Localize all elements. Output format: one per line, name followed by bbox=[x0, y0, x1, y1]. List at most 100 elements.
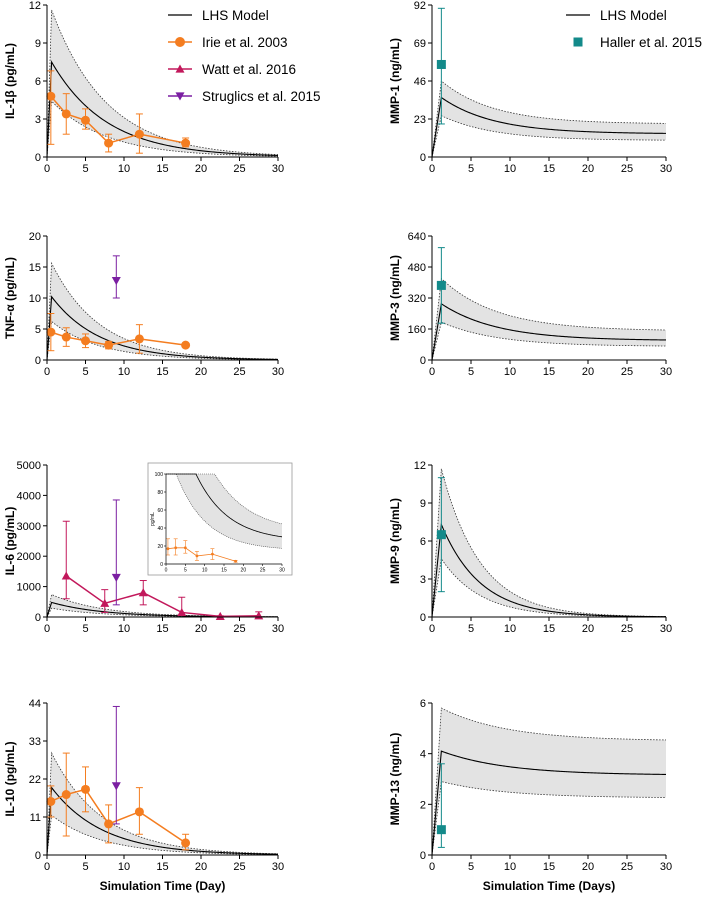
model-upper-bound bbox=[46, 9, 279, 158]
y-tick-label: 11 bbox=[30, 812, 41, 824]
il6-inset: 0 5 10 15 20 25 30 0 20 40 60 80 100 pg/mL bbox=[147, 462, 293, 576]
y-tick-label: 46 bbox=[414, 76, 426, 88]
y-tick-label: 4 bbox=[420, 749, 426, 761]
y-tick-label: 640 bbox=[408, 231, 426, 243]
x-tick-label: 0 bbox=[429, 163, 435, 175]
x-axis-label: Simulation Time (Day) bbox=[100, 879, 226, 893]
inset-model-upper bbox=[166, 473, 283, 525]
model-lower-bound bbox=[46, 320, 279, 361]
chart-panel-il1b: 0 5 10 15 20 25 30 0 3 6 9 12 IL-1β (pg/mL) bbox=[3, 0, 284, 175]
y-tick-label: 4000 bbox=[17, 490, 41, 502]
x-tick-label: 5 bbox=[82, 163, 88, 175]
inset-model-lower bbox=[166, 473, 283, 549]
x-tick-label: 30 bbox=[272, 163, 284, 175]
x-tick-label: 15 bbox=[543, 623, 555, 635]
x-tick-label: 10 bbox=[504, 861, 516, 873]
y-tick-label: 44 bbox=[29, 698, 41, 710]
data-point-irie bbox=[104, 340, 114, 350]
model-mean-line bbox=[46, 295, 279, 361]
y-tick-label: 0 bbox=[420, 152, 426, 164]
y-tick-label: 0 bbox=[420, 355, 426, 367]
y-tick-label: 0 bbox=[35, 355, 41, 367]
y-tick-label: 10 bbox=[29, 293, 41, 305]
inset-x-tick-label: 10 bbox=[202, 568, 208, 574]
y-tick-label: 0 bbox=[35, 152, 41, 164]
model-uncertainty-band bbox=[432, 468, 666, 617]
inset-y-tick-label: 80 bbox=[157, 490, 163, 496]
x-tick-label: 10 bbox=[118, 623, 130, 635]
inset-data-point-irie bbox=[211, 552, 214, 556]
y-tick-label: 320 bbox=[408, 293, 426, 305]
y-tick-label: 3 bbox=[35, 114, 41, 126]
x-tick-label: 25 bbox=[621, 366, 633, 378]
y-tick-label: 0 bbox=[35, 612, 41, 624]
inset-y-tick-label: 100 bbox=[155, 472, 164, 478]
x-tick-label: 15 bbox=[543, 163, 555, 175]
y-tick-label: 69 bbox=[414, 38, 426, 50]
x-tick-label: 25 bbox=[621, 623, 633, 635]
series-haller bbox=[436, 7, 446, 125]
x-tick-label: 10 bbox=[504, 163, 516, 175]
legend-label: LHS Model bbox=[202, 8, 269, 23]
model-uncertainty-band bbox=[47, 753, 278, 855]
inset-model-mean bbox=[166, 473, 283, 538]
y-tick-label: 5000 bbox=[17, 460, 41, 472]
y-axis-label: MMP-1 (ng/mL) bbox=[388, 38, 402, 124]
series-haller bbox=[436, 763, 446, 848]
data-point-watt bbox=[215, 611, 225, 620]
y-tick-label: 160 bbox=[408, 324, 426, 336]
inset-x-tick-label: 5 bbox=[184, 568, 187, 574]
y-tick-label: 0 bbox=[35, 850, 41, 862]
data-point-watt bbox=[138, 588, 148, 597]
model-lower-bound bbox=[46, 814, 279, 856]
x-tick-label: 5 bbox=[468, 366, 474, 378]
data-point-haller bbox=[436, 280, 446, 290]
x-tick-label: 20 bbox=[195, 163, 207, 175]
data-point-watt bbox=[175, 64, 185, 73]
y-tick-label: 3 bbox=[420, 574, 426, 586]
x-tick-label: 0 bbox=[44, 861, 50, 873]
data-point-irie bbox=[175, 37, 185, 47]
x-tick-label: 20 bbox=[582, 861, 594, 873]
inset-y-tick-label: 0 bbox=[160, 562, 163, 568]
model-uncertainty-band bbox=[47, 263, 278, 360]
y-tick-label: 2000 bbox=[17, 551, 41, 563]
inset-y-axis-label: pg/mL bbox=[150, 512, 156, 526]
x-tick-label: 25 bbox=[621, 163, 633, 175]
model-mean-line bbox=[431, 522, 667, 618]
model-uncertainty-band bbox=[432, 81, 666, 157]
model-uncertainty-band bbox=[47, 594, 278, 617]
data-point-watt bbox=[61, 571, 71, 580]
x-tick-label: 5 bbox=[82, 366, 88, 378]
inset-data-point-irie bbox=[174, 546, 178, 550]
y-tick-label: 3000 bbox=[17, 521, 41, 533]
y-tick-label: 6 bbox=[420, 536, 426, 548]
model-uncertainty-band bbox=[47, 10, 278, 158]
y-axis-label: IL-10 (pg/mL) bbox=[3, 741, 17, 816]
x-tick-label: 25 bbox=[233, 623, 245, 635]
data-point-irie bbox=[134, 334, 144, 344]
inset-y-tick-label: 60 bbox=[157, 508, 163, 514]
data-point-struglics bbox=[111, 782, 121, 791]
y-axis-label: MMP-9 (ng/mL) bbox=[388, 498, 402, 584]
x-tick-label: 30 bbox=[272, 861, 284, 873]
data-point-irie bbox=[46, 796, 56, 806]
x-tick-label: 30 bbox=[272, 623, 284, 635]
data-point-haller bbox=[436, 59, 446, 69]
legend-label: Watt et al. 2016 bbox=[202, 62, 296, 77]
legend-label: Haller et al. 2015 bbox=[600, 35, 702, 50]
y-tick-label: 12 bbox=[414, 460, 426, 472]
data-point-irie bbox=[134, 129, 144, 139]
legend-label: Struglics et al. 2015 bbox=[202, 89, 321, 104]
x-tick-label: 20 bbox=[195, 861, 207, 873]
legend-item-watt: Watt et al. 2016 bbox=[168, 62, 296, 77]
data-point-haller bbox=[436, 530, 446, 540]
legend-label: LHS Model bbox=[600, 8, 667, 23]
x-tick-label: 10 bbox=[504, 366, 516, 378]
inset-y-tick-label: 40 bbox=[157, 526, 163, 532]
x-tick-label: 20 bbox=[582, 623, 594, 635]
model-uncertainty-band bbox=[432, 708, 666, 855]
x-tick-label: 15 bbox=[156, 366, 168, 378]
data-point-irie bbox=[46, 91, 56, 101]
